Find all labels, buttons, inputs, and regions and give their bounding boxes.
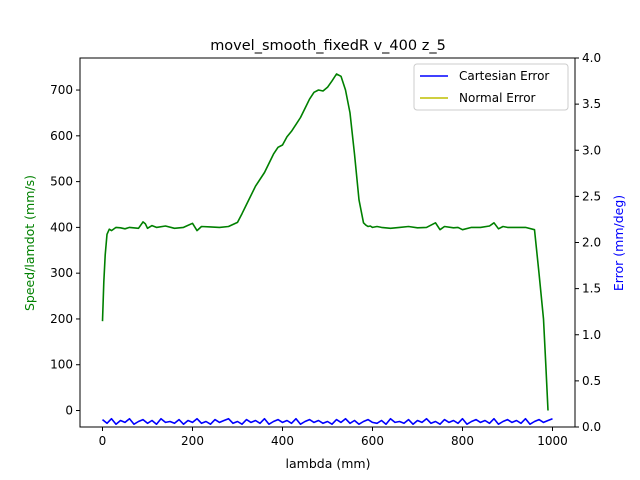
y-left-tick-label: 0 bbox=[65, 404, 73, 418]
y-left-tick-label: 200 bbox=[50, 312, 73, 326]
x-tick-label: 200 bbox=[181, 434, 204, 448]
series-line-cartesian-error bbox=[101, 417, 553, 426]
x-axis-label: lambda (mm) bbox=[286, 456, 371, 471]
plot-frame bbox=[79, 57, 576, 428]
y-left-tick-label: 100 bbox=[50, 358, 73, 372]
y-right-tick-label: 1.0 bbox=[582, 328, 601, 342]
series-line-speed bbox=[101, 73, 549, 411]
y-left-tick-label: 700 bbox=[50, 83, 73, 97]
y-axis-label-right: Error (mm/deg) bbox=[611, 195, 626, 291]
legend-box bbox=[413, 63, 569, 111]
y-right-tick-label: 2.5 bbox=[582, 189, 601, 203]
y-left-tick-label: 500 bbox=[50, 175, 73, 189]
y-left-tick-label: 400 bbox=[50, 220, 73, 234]
legend: Cartesian Error Normal Error bbox=[413, 63, 569, 111]
axes: 0 200 400 600 800 1000 0 100 200 300 400 500 600 700 0… bbox=[50, 51, 601, 448]
x-tick-label: 0 bbox=[99, 434, 107, 448]
y-left-tick-label: 300 bbox=[50, 266, 73, 280]
y-right-tick-label: 3.0 bbox=[582, 143, 601, 157]
legend-label: Cartesian Error bbox=[459, 69, 549, 83]
y-right-tick-label: 2.0 bbox=[582, 236, 601, 250]
plot-area bbox=[101, 73, 553, 426]
x-tick-label: 1000 bbox=[537, 434, 568, 448]
y-right-tick-label: 1.5 bbox=[582, 282, 601, 296]
x-tick-label: 400 bbox=[271, 434, 294, 448]
y-right-tick-label: 0.5 bbox=[582, 374, 601, 388]
x-tick-label: 800 bbox=[451, 434, 474, 448]
y-left-tick-label: 600 bbox=[50, 129, 73, 143]
y-right-tick-label: 4.0 bbox=[582, 51, 601, 65]
chart-title: movel_smooth_fixedR v_400 z_5 bbox=[210, 38, 446, 54]
y-right-tick-label: 0.0 bbox=[582, 420, 601, 434]
legend-label: Normal Error bbox=[459, 91, 536, 105]
x-tick-label: 600 bbox=[361, 434, 384, 448]
y-axis-label-left: Speed/lamdot (mm/s) bbox=[22, 175, 37, 311]
y-right-tick-label: 3.5 bbox=[582, 97, 601, 111]
